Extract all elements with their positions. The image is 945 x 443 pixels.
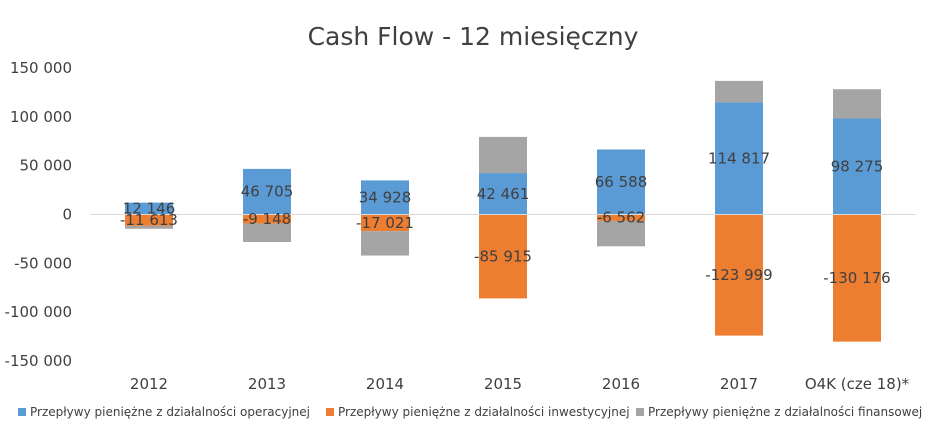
bar-series0-5 — [715, 102, 763, 215]
y-tick-label: 0 — [62, 206, 72, 224]
x-tick-label: 2015 — [484, 375, 522, 393]
data-label-series1-0: -11 613 — [120, 211, 178, 229]
x-tick-label: 2016 — [602, 375, 640, 393]
bar-series2-4 — [597, 220, 645, 247]
data-label-series0-6: 98 275 — [831, 158, 884, 176]
y-axis: 150 000 100 000 50 000 0 -50 000 -100 000 -150… — [5, 59, 72, 370]
bar-series0-1 — [243, 168, 291, 215]
legend-swatch-2 — [636, 408, 644, 416]
bar-series1-5 — [715, 214, 763, 336]
legend: Przepływy pieniężne z działalności opera… — [18, 405, 922, 419]
bar-series1-1 — [243, 214, 291, 224]
bar-series1-4 — [597, 214, 645, 221]
bar-series0-3 — [479, 173, 527, 215]
bar-series0-2 — [361, 180, 409, 215]
legend-label-1: Przepływy pieniężne z działalności inwes… — [338, 405, 630, 419]
bar-series0-0 — [125, 202, 173, 215]
data-labels-group: 12 146 46 705 34 928 42 461 66 588 114 817 98 … — [120, 149, 891, 287]
x-tick-label: 2014 — [366, 375, 404, 393]
bar-series2-1 — [243, 223, 291, 242]
chart-title: Cash Flow - 12 miesięczny — [308, 22, 639, 51]
legend-label-2: Przepływy pieniężne z działalności finan… — [648, 405, 922, 419]
data-label-series0-1: 46 705 — [241, 183, 294, 201]
bar-series1-0 — [125, 214, 173, 226]
bar-series2-5 — [715, 80, 763, 103]
bar-series2-2 — [361, 231, 409, 256]
bars-group — [125, 80, 881, 342]
y-tick-label: -50 000 — [14, 254, 72, 272]
x-tick-label: O4K (cze 18)* — [805, 375, 910, 393]
y-tick-label: 150 000 — [10, 59, 72, 77]
bar-series1-3 — [479, 214, 527, 299]
legend-label-0: Przepływy pieniężne z działalności opera… — [30, 405, 310, 419]
bar-series2-0 — [125, 225, 173, 229]
data-label-series1-2: -17 021 — [356, 214, 414, 232]
bar-series0-6 — [833, 118, 881, 215]
y-tick-label: -150 000 — [5, 352, 72, 370]
bar-series0-4 — [597, 149, 645, 215]
y-tick-label: -100 000 — [5, 303, 72, 321]
bar-series1-6 — [833, 214, 881, 342]
legend-swatch-1 — [326, 408, 334, 416]
legend-swatch-0 — [18, 408, 26, 416]
x-axis: 2012 2013 2014 2015 2016 2017 O4K (cze 18)* — [130, 375, 910, 393]
bar-series2-6 — [833, 89, 881, 119]
data-label-series1-1: -9 148 — [243, 210, 291, 228]
x-tick-label: 2017 — [720, 375, 758, 393]
x-tick-label: 2012 — [130, 375, 168, 393]
data-label-series1-4: -6 562 — [597, 209, 645, 227]
data-label-series0-5: 114 817 — [708, 149, 770, 167]
y-tick-label: 50 000 — [20, 157, 73, 175]
data-label-series0-3: 42 461 — [477, 185, 530, 203]
data-label-series1-3: -85 915 — [474, 247, 532, 265]
bar-series2-3 — [479, 136, 527, 174]
data-label-series0-0: 12 146 — [123, 200, 176, 218]
data-label-series1-6: -130 176 — [823, 269, 890, 287]
x-tick-label: 2013 — [248, 375, 286, 393]
data-label-series0-4: 66 588 — [595, 173, 648, 191]
data-label-series0-2: 34 928 — [359, 188, 412, 206]
y-tick-label: 100 000 — [10, 108, 72, 126]
bar-series1-2 — [361, 214, 409, 232]
data-label-series1-5: -123 999 — [705, 266, 772, 284]
